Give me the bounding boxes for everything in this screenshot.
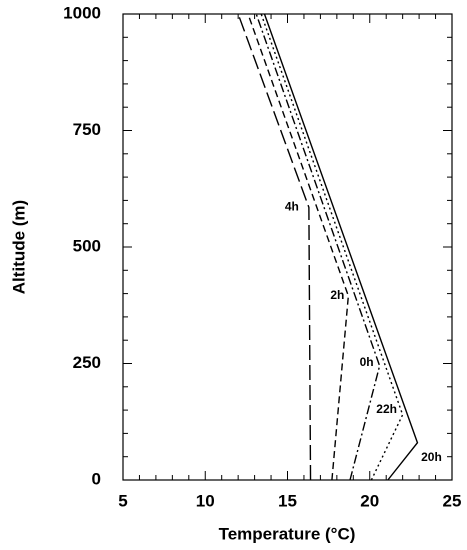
profile-line bbox=[247, 13, 350, 481]
profile-line bbox=[255, 13, 381, 481]
x-tick-label: 10 bbox=[196, 491, 215, 510]
y-axis-label: Altitude (m) bbox=[9, 200, 28, 294]
plot-frame bbox=[122, 13, 453, 481]
y-tick-label: 500 bbox=[73, 236, 101, 255]
profile-line bbox=[237, 13, 312, 481]
series-label: 4h bbox=[285, 200, 299, 214]
x-axis-label: Temperature (°C) bbox=[219, 524, 356, 543]
series-label: 0h bbox=[360, 355, 374, 369]
x-tick-label: 25 bbox=[443, 491, 462, 510]
x-tick-label: 15 bbox=[278, 491, 297, 510]
y-tick-label: 750 bbox=[73, 120, 101, 139]
x-tick-label: 20 bbox=[360, 491, 379, 510]
x-tick-label: 5 bbox=[118, 491, 127, 510]
y-tick-label: 0 bbox=[92, 469, 101, 488]
profile-line bbox=[260, 13, 404, 481]
series-label: 22h bbox=[376, 402, 397, 416]
y-tick-label: 1000 bbox=[63, 3, 101, 22]
series-label: 20h bbox=[421, 450, 442, 464]
series-label: 2h bbox=[330, 288, 344, 302]
profile-line bbox=[263, 13, 419, 481]
y-tick-label: 250 bbox=[73, 353, 101, 372]
